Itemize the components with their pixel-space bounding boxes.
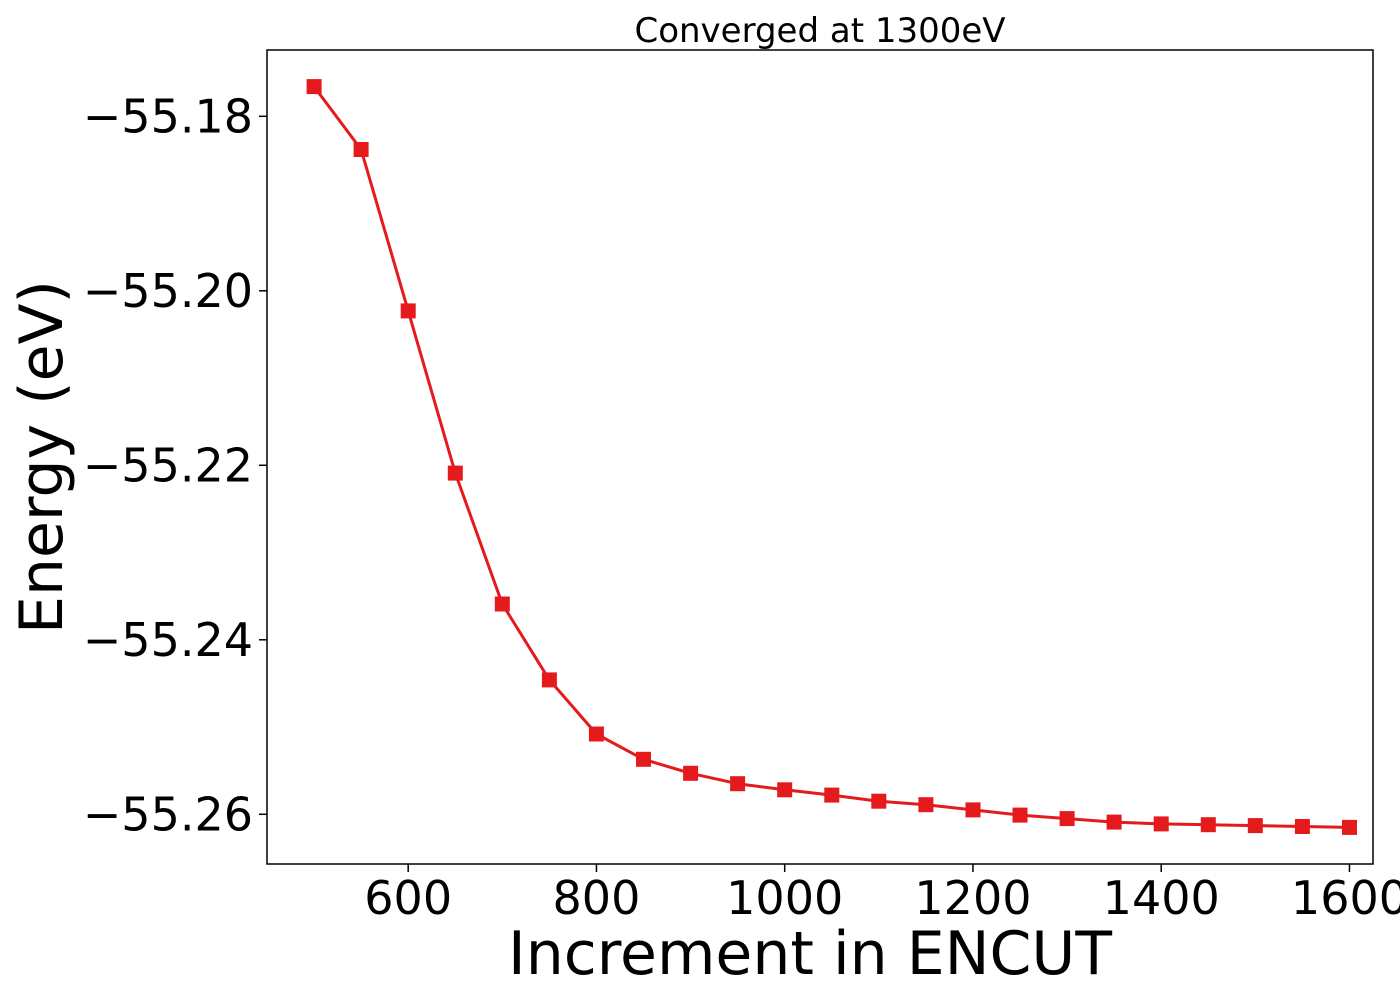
data-point	[1247, 818, 1263, 834]
y-axis: −55.18 −55.20 −55.22 −55.24 −55.26	[83, 89, 267, 841]
data-point	[353, 142, 369, 157]
y-tick-label: −55.26	[83, 787, 253, 841]
x-tick-label: 1200	[914, 871, 1031, 925]
data-point	[1200, 817, 1216, 833]
x-axis-label: Increment in ENCUT	[508, 919, 1112, 989]
data-point	[1294, 819, 1310, 834]
x-tick-label: 1600	[1291, 871, 1400, 925]
data-point	[494, 596, 510, 612]
y-axis-label: Energy (eV)	[7, 280, 77, 634]
data-point	[1059, 811, 1075, 827]
data-point	[824, 787, 840, 803]
plot-area	[306, 79, 1357, 835]
data-point	[871, 793, 887, 809]
data-point	[1153, 816, 1169, 832]
y-tick-label: −55.22	[83, 438, 253, 492]
data-point	[306, 79, 322, 95]
data-point	[730, 776, 746, 792]
data-point	[400, 303, 416, 319]
x-tick-label: 600	[364, 871, 452, 925]
data-point	[1342, 819, 1357, 835]
x-axis: 600 800 1000 1200 1400 1600	[364, 864, 1400, 925]
data-point	[918, 797, 934, 813]
y-tick-label: −55.18	[83, 89, 253, 143]
data-point	[541, 672, 557, 688]
series-line	[312, 85, 1350, 829]
x-tick-label: 800	[553, 871, 641, 925]
y-tick-label: −55.24	[83, 613, 253, 667]
data-point	[777, 782, 793, 798]
x-tick-label: 1000	[726, 871, 843, 925]
data-point	[1012, 807, 1028, 823]
plot-frame	[266, 49, 1374, 865]
y-tick-label: −55.20	[83, 264, 253, 318]
data-point	[683, 765, 699, 781]
x-tick-label: 1400	[1103, 871, 1220, 925]
data-point	[1106, 814, 1122, 830]
data-point	[965, 802, 981, 818]
data-point	[447, 465, 463, 481]
data-point	[588, 726, 604, 742]
chart-title: Converged at 1300eV	[634, 11, 1005, 51]
data-point	[636, 751, 651, 767]
